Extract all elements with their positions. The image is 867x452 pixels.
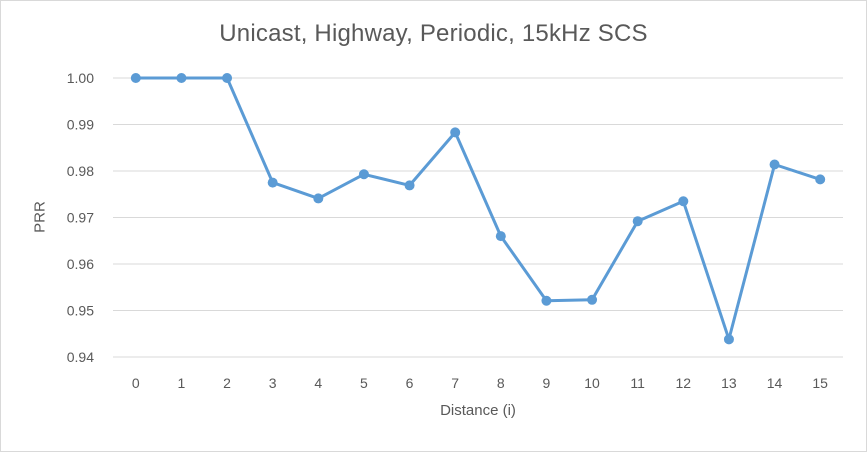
x-tick-label: 11 [630,375,645,391]
data-point [222,73,233,83]
data-point [769,159,780,170]
x-tick-label: 7 [451,375,459,391]
data-point [358,169,369,180]
y-tick-label: 0.98 [67,163,94,179]
y-tick-label: 0.96 [67,256,94,272]
x-tick-label: 13 [721,375,737,391]
x-tick-label: 0 [132,375,140,391]
x-tick-label: 9 [543,375,551,391]
data-point [495,231,506,242]
x-tick-label: 14 [767,375,783,391]
y-axis-ticks: 1.00 0.99 0.98 0.97 0.96 0.95 0.94 [67,70,94,365]
series-line [135,76,821,341]
x-tick-label: 6 [406,375,414,391]
data-point [404,180,415,191]
data-point [723,334,734,345]
x-tick-label: 15 [812,375,828,391]
x-tick-label: 8 [497,375,505,391]
x-axis-ticks: 0 1 2 3 4 5 6 7 8 9 10 11 12 13 14 15 [132,375,828,391]
x-tick-label: 5 [360,375,368,391]
data-point [632,216,643,227]
data-point [541,295,552,306]
x-tick-label: 1 [178,375,186,391]
x-tick-label: 4 [314,375,322,391]
x-axis-label: Distance (i) [440,402,516,419]
x-tick-label: 3 [269,375,277,391]
y-tick-label: 0.99 [67,117,94,133]
gridlines [113,77,843,358]
data-point [450,127,461,138]
y-tick-label: 0.95 [67,303,94,319]
data-point [587,294,598,305]
series-line-group [130,73,826,345]
x-tick-label: 10 [584,375,600,391]
data-point [267,177,278,188]
data-point [678,196,689,207]
y-tick-label: 0.97 [67,210,94,226]
x-tick-label: 2 [223,375,231,391]
x-tick-label: 12 [676,375,692,391]
y-tick-label: 0.94 [67,349,94,365]
data-point [130,73,141,83]
data-point [176,73,187,83]
data-point [313,193,324,204]
data-point [815,174,826,185]
chart-title: Unicast, Highway, Periodic, 15kHz SCS [219,20,648,47]
y-tick-label: 1.00 [67,70,94,86]
